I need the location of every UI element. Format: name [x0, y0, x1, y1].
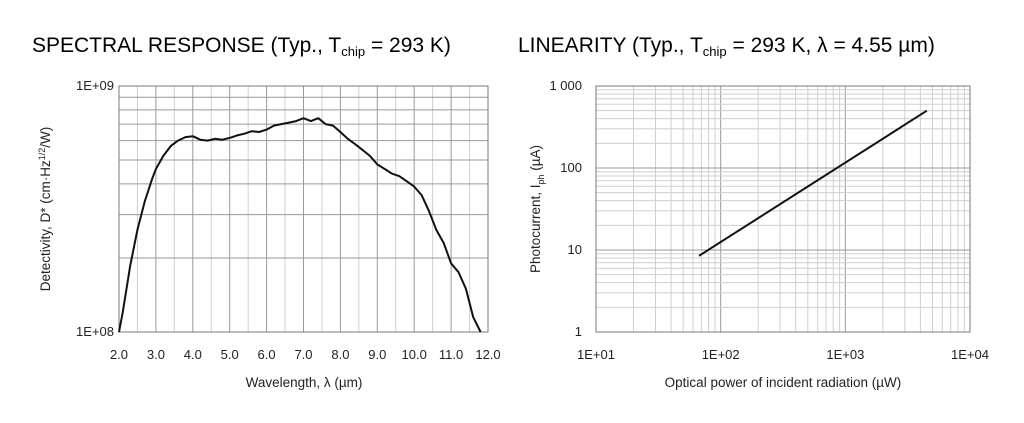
x-tick-label: 7.0 [294, 347, 312, 362]
linearity-chart: LINEARITY (Typ., Tchip = 293 K, λ = 4.55… [518, 34, 989, 390]
linearity-x-axis-label: Optical power of incident radiation (µW) [665, 375, 902, 390]
x-tick-label: 4.0 [184, 347, 202, 362]
x-tick-label: 12.0 [475, 347, 500, 362]
x-tick-label: 5.0 [221, 347, 239, 362]
x-tick-label: 1E+02 [702, 347, 740, 362]
spectral-response-chart: SPECTRAL RESPONSE (Typ., Tchip = 293 K) … [32, 34, 501, 390]
x-tick-label: 11.0 [439, 347, 463, 362]
spectral-chart-title: SPECTRAL RESPONSE (Typ., Tchip = 293 K) [32, 34, 451, 59]
linearity-y-axis-label: Photocurrent, Iph (µA) [528, 145, 546, 273]
y-tick-label: 1E+09 [76, 78, 114, 93]
x-tick-label: 10.0 [402, 347, 427, 362]
x-tick-label: 2.0 [110, 347, 128, 362]
x-tick-label: 8.0 [331, 347, 349, 362]
x-tick-label: 3.0 [147, 347, 165, 362]
x-tick-label: 1E+01 [577, 347, 615, 362]
x-tick-label: 9.0 [368, 347, 386, 362]
x-tick-label: 1E+03 [826, 347, 864, 362]
spectral-y-ticks: 1E+08 1E+09 [76, 78, 114, 339]
x-tick-label: 6.0 [258, 347, 276, 362]
spectral-x-axis-label: Wavelength, λ (µm) [246, 375, 363, 390]
linearity-plot-frame [595, 85, 971, 333]
x-tick-label: 1E+04 [951, 347, 989, 362]
y-tick-label: 10 [568, 242, 582, 257]
linearity-grid [595, 86, 970, 333]
detectivity-curve [118, 117, 482, 333]
y-tick-label: 1 000 [549, 78, 582, 93]
y-tick-label: 100 [560, 160, 582, 175]
photocurrent-line [698, 109, 928, 257]
spectral-y-axis-label: Detectivity, D* (cm·Hz1/2/W) [37, 127, 53, 292]
linearity-y-ticks: 1 10 100 1 000 [549, 78, 582, 339]
linearity-x-ticks: 1E+01 1E+02 1E+03 1E+04 [577, 347, 989, 362]
spectral-x-ticks: 2.0 3.0 4.0 5.0 6.0 7.0 8.0 9.0 10.0 11.0 12.0 [110, 347, 501, 362]
y-tick-label: 1E+08 [76, 324, 114, 339]
spectral-grid [118, 86, 489, 332]
y-tick-label: 1 [575, 324, 582, 339]
linearity-chart-title: LINEARITY (Typ., Tchip = 293 K, λ = 4.55… [518, 34, 935, 59]
spectral-plot-frame [118, 85, 489, 333]
